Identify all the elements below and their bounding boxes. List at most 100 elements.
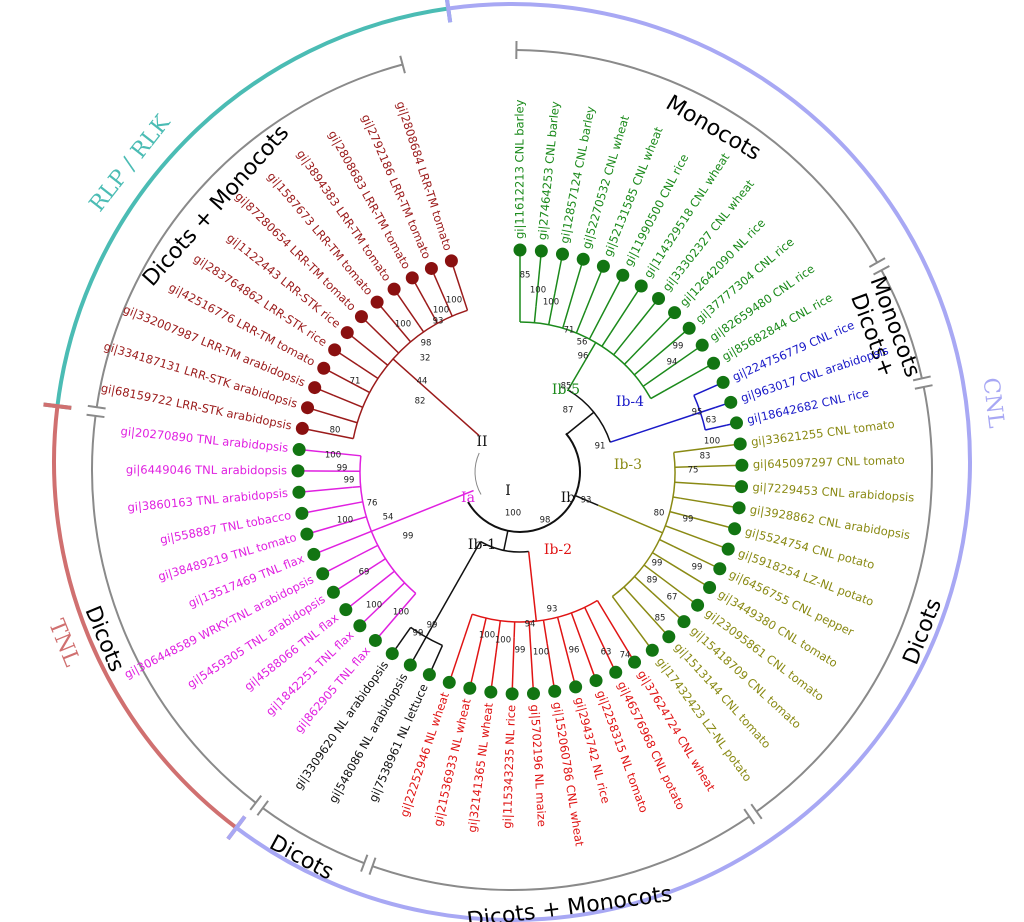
bootstrap-value: 63 xyxy=(706,416,717,426)
outer-tick xyxy=(43,402,72,410)
branch xyxy=(392,582,406,595)
branch xyxy=(333,562,380,593)
branch xyxy=(643,564,651,571)
branch xyxy=(664,362,714,392)
bootstrap-value: 74 xyxy=(620,651,631,661)
branch xyxy=(393,288,420,326)
branch xyxy=(651,592,685,623)
branch xyxy=(621,608,653,651)
leaf-dot xyxy=(721,542,735,556)
clade-stem xyxy=(425,541,482,638)
bootstrap-value: 99 xyxy=(683,515,694,525)
leaf-label: gi|11612213 CNL barley xyxy=(513,99,527,239)
bootstrap-value: 85 xyxy=(520,271,531,281)
bootstrap-value: 99 xyxy=(692,563,703,573)
root-branch xyxy=(574,494,599,507)
branch xyxy=(461,294,469,311)
bootstrap-value: 96 xyxy=(569,646,580,656)
branch xyxy=(610,285,642,334)
leaf-dot xyxy=(682,321,696,335)
leaf-dot xyxy=(707,356,721,370)
root-branch xyxy=(503,530,509,551)
taxon-tick xyxy=(750,803,763,820)
clade-stem xyxy=(527,551,538,622)
branch xyxy=(659,538,675,548)
branch xyxy=(378,558,386,564)
leaf-dot xyxy=(385,647,399,661)
bootstrap-value: 54 xyxy=(383,513,394,523)
leaf-dot xyxy=(548,684,562,698)
branch xyxy=(590,621,617,673)
branch xyxy=(611,596,623,610)
bootstrap-value: 44 xyxy=(417,377,428,387)
branch xyxy=(352,485,361,489)
branch xyxy=(430,268,453,317)
branch xyxy=(313,530,372,556)
taxon-tick xyxy=(86,413,105,419)
branch xyxy=(417,636,427,652)
outer-arc xyxy=(55,6,449,407)
bootstrap-value: 32 xyxy=(420,354,431,364)
branch xyxy=(584,607,593,623)
leaf-dot xyxy=(292,443,306,457)
taxon-tick xyxy=(87,404,106,410)
leaf-dot xyxy=(616,268,630,282)
leaf-dot xyxy=(328,343,342,357)
bootstrap-value: 99 xyxy=(337,464,348,474)
clade-stem xyxy=(392,358,480,437)
leaf-dot xyxy=(732,501,746,515)
bootstrap-value: 99 xyxy=(515,646,526,656)
branch xyxy=(623,586,670,638)
branch xyxy=(389,316,412,343)
branch xyxy=(642,344,703,387)
leaf-dot xyxy=(513,243,527,257)
branch xyxy=(306,520,352,535)
branch xyxy=(359,593,394,627)
leaf-dot xyxy=(735,458,749,472)
branch xyxy=(665,525,729,550)
taxon-tick xyxy=(914,384,933,390)
branch xyxy=(302,427,354,440)
leaf-dot xyxy=(295,421,309,435)
bootstrap-value: 99 xyxy=(403,532,414,542)
bootstrap-value: 100 xyxy=(533,648,549,658)
branch xyxy=(490,652,497,693)
leaf-dot xyxy=(526,687,540,701)
bootstrap-value: 100 xyxy=(325,451,341,461)
leaf-dot xyxy=(733,437,747,451)
bootstrap-value: 63 xyxy=(601,648,612,658)
leaf-label: gi|27464253 CNL barley xyxy=(535,100,562,240)
taxon-label: Dicots xyxy=(899,595,947,668)
bootstrap-value: 85 xyxy=(655,614,666,624)
bootstrap-value: 100 xyxy=(337,516,353,526)
bootstrap-value: 91 xyxy=(595,442,606,452)
leaf-dot xyxy=(405,271,419,285)
branch xyxy=(633,358,654,376)
leaf-dot xyxy=(596,259,610,273)
root-arc xyxy=(474,452,482,495)
leaf-dot xyxy=(291,464,305,478)
leaf-dot xyxy=(354,310,368,324)
branch xyxy=(562,320,566,329)
bootstrap-value: 99 xyxy=(427,621,438,631)
branch xyxy=(362,388,371,394)
leaf-dot xyxy=(713,562,727,576)
branch xyxy=(558,624,577,688)
branch xyxy=(332,394,364,409)
leaf-dot xyxy=(403,658,417,672)
branch xyxy=(323,367,363,390)
leaf-dot xyxy=(370,295,384,309)
bootstrap-value: 71 xyxy=(564,326,575,336)
taxon-tick xyxy=(868,257,886,268)
bootstrap-value: 100 xyxy=(395,320,411,330)
bootstrap-value: 95 xyxy=(692,408,703,418)
branch xyxy=(483,617,487,627)
taxon-label: Dicots xyxy=(265,831,337,886)
branch xyxy=(554,253,564,294)
bootstrap-value: 75 xyxy=(688,466,699,476)
bootstrap-value: 69 xyxy=(359,568,370,578)
leaf-dot xyxy=(677,615,691,629)
bootstrap-value: 87 xyxy=(563,406,574,416)
branch xyxy=(331,501,363,509)
leaf-dot xyxy=(735,480,749,494)
